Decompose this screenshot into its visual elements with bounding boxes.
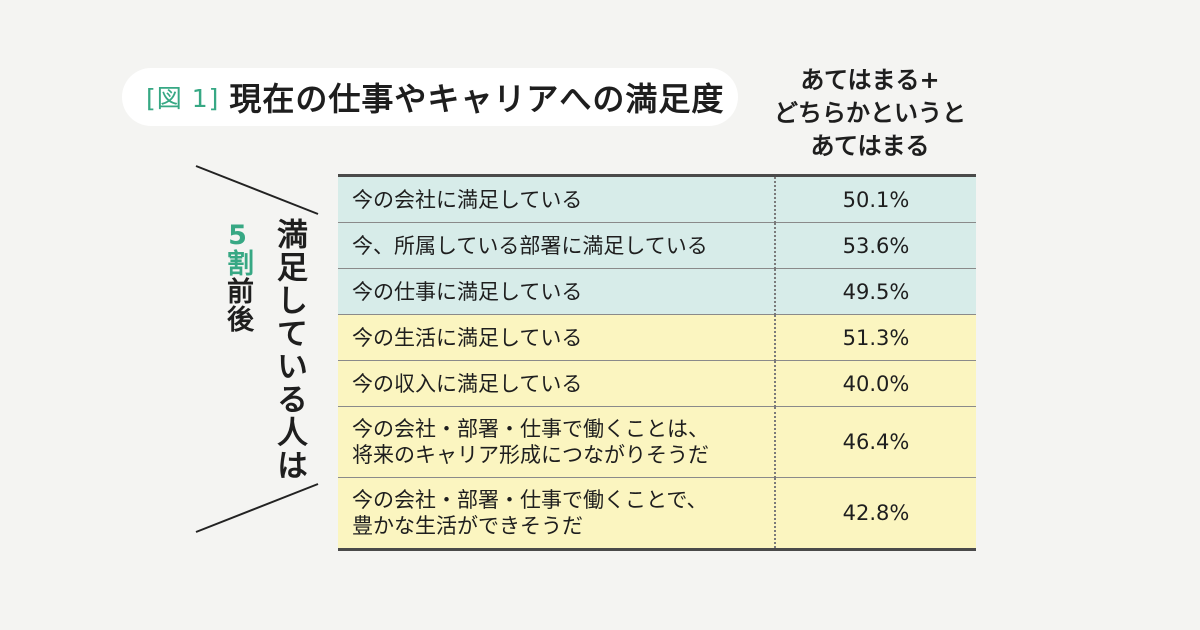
row-label-line: 今の会社・部署・仕事で働くことは、 xyxy=(352,417,709,441)
column-header-line-2: どちらかというと xyxy=(774,99,966,127)
column-header: あてはまる+ どちらかというと あてはまる xyxy=(760,64,980,163)
table-row: 今の収入に満足している 40.0% xyxy=(338,360,976,407)
row-label-line: 今、所属している部署に満足している xyxy=(352,233,708,258)
row-label: 今、所属している部署に満足している xyxy=(338,222,776,269)
side-note-sub: 5割前後 xyxy=(220,222,254,333)
row-value: 46.4% xyxy=(775,406,976,478)
row-label-line: 今の仕事に満足している xyxy=(352,279,583,304)
row-value: 50.1% xyxy=(775,174,976,223)
column-header-line-1: あてはまる+ xyxy=(800,66,940,94)
row-value: 49.5% xyxy=(775,268,976,315)
table-row: 今の会社・部署・仕事で働くことは、 将来のキャリア形成につながりそうだ 46.4% xyxy=(338,406,976,478)
row-label: 今の会社・部署・仕事で働くことで、 豊かな生活ができそうだ xyxy=(338,477,776,551)
bracket-line-top xyxy=(195,165,319,215)
chart-title: 現在の仕事やキャリアへの満足度 xyxy=(229,80,725,118)
side-note-rest: 前後 xyxy=(222,277,253,333)
row-label: 今の仕事に満足している xyxy=(338,268,776,315)
row-value: 42.8% xyxy=(775,477,976,551)
satisfaction-table: 今の会社に満足している 50.1% 今、所属している部署に満足している 53.6% 今の… xyxy=(338,174,976,551)
row-label: 今の会社に満足している xyxy=(338,174,776,223)
bracket-line-bottom xyxy=(195,483,319,533)
row-value: 53.6% xyxy=(775,222,976,269)
row-label-line: 豊かな生活ができそうだ xyxy=(352,514,583,538)
figure-label: [図 1] xyxy=(146,84,220,113)
table-row: 今の会社・部署・仕事で働くことで、 豊かな生活ができそうだ 42.8% xyxy=(338,477,976,551)
row-value: 51.3% xyxy=(775,314,976,361)
table-row: 今の仕事に満足している 49.5% xyxy=(338,268,976,315)
table-row: 今、所属している部署に満足している 53.6% xyxy=(338,222,976,269)
side-note-unit: 割 xyxy=(222,249,253,277)
table-body: 今の会社に満足している 50.1% 今、所属している部署に満足している 53.6% 今の… xyxy=(338,174,976,551)
column-header-line-3: あてはまる xyxy=(810,132,930,160)
row-label-line: 今の会社に満足している xyxy=(352,187,583,212)
row-label: 今の収入に満足している xyxy=(338,360,776,407)
row-label-line: 今の収入に満足している xyxy=(352,371,583,396)
row-label-line: 将来のキャリア形成につながりそうだ xyxy=(352,443,709,467)
row-value: 40.0% xyxy=(775,360,976,407)
row-label-line: 今の会社・部署・仕事で働くことで、 xyxy=(352,488,708,512)
side-note-main: 満足している人は xyxy=(271,218,307,482)
row-label: 今の会社・部署・仕事で働くことは、 将来のキャリア形成につながりそうだ xyxy=(338,406,776,478)
title-banner: [図 1] 現在の仕事やキャリアへの満足度 xyxy=(122,68,738,126)
side-note-number: 5 xyxy=(228,222,247,249)
row-label: 今の生活に満足している xyxy=(338,314,776,361)
table-row: 今の会社に満足している 50.1% xyxy=(338,174,976,223)
row-label-line: 今の生活に満足している xyxy=(352,325,583,350)
table-row: 今の生活に満足している 51.3% xyxy=(338,314,976,361)
